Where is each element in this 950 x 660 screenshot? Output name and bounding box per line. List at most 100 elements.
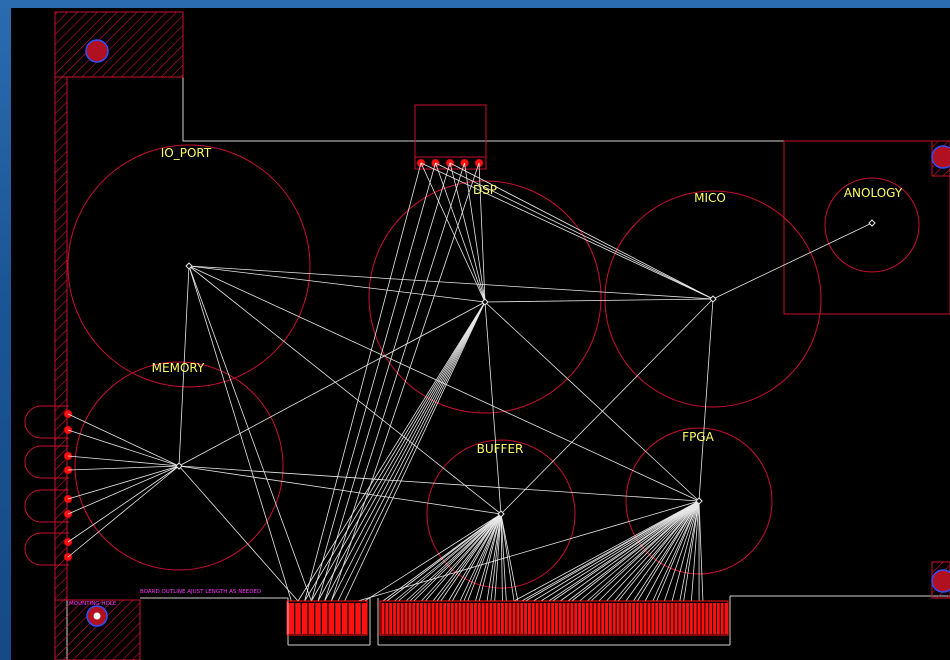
edge-pad[interactable] xyxy=(581,603,585,634)
edge-pad[interactable] xyxy=(396,603,400,634)
mounting-hole-right-top[interactable] xyxy=(931,145,950,169)
edge-pad[interactable] xyxy=(501,603,504,634)
edge-pad[interactable] xyxy=(612,603,616,634)
edge-pad[interactable] xyxy=(705,603,709,634)
edge-pad[interactable] xyxy=(423,603,427,634)
edge-pad[interactable] xyxy=(558,603,562,634)
edge-pad[interactable] xyxy=(601,603,605,634)
edge-pad[interactable] xyxy=(435,603,439,634)
edge-pad[interactable] xyxy=(635,603,639,634)
placement-circle-mico[interactable] xyxy=(604,190,822,408)
edge-pad[interactable] xyxy=(385,603,389,634)
edge-pad[interactable] xyxy=(724,603,728,634)
edge-pad[interactable] xyxy=(701,603,705,634)
edge-pad[interactable] xyxy=(597,603,601,634)
edge-pad[interactable] xyxy=(361,603,368,634)
edge-pad[interactable] xyxy=(389,603,393,634)
edge-pad[interactable] xyxy=(570,603,574,634)
edge-pad[interactable] xyxy=(647,603,651,634)
edge-pad[interactable] xyxy=(493,603,497,634)
edge-pad[interactable] xyxy=(659,603,662,634)
edge-pad[interactable] xyxy=(605,603,608,634)
edge-pad[interactable] xyxy=(470,603,474,634)
edge-pad[interactable] xyxy=(481,603,485,634)
edge-pad[interactable] xyxy=(450,603,454,634)
edge-pad[interactable] xyxy=(674,603,678,634)
edge-pad[interactable] xyxy=(543,603,547,634)
edge-pad[interactable] xyxy=(454,603,458,634)
edge-pad[interactable] xyxy=(716,603,720,634)
edge-pad[interactable] xyxy=(508,603,512,634)
edge-pad[interactable] xyxy=(348,603,355,634)
edge-pad[interactable] xyxy=(404,603,408,634)
edge-pad[interactable] xyxy=(355,603,361,634)
edge-pad[interactable] xyxy=(447,603,450,634)
edge-pad[interactable] xyxy=(632,603,635,634)
edge-pad[interactable] xyxy=(686,603,689,634)
component-origin-marker[interactable] xyxy=(695,497,703,505)
pcb-canvas[interactable]: IO_PORT DSP MICO ANOLOGY MEMORY BUFFER F… xyxy=(11,8,950,660)
edge-pad[interactable] xyxy=(670,603,674,634)
edge-pad[interactable] xyxy=(585,603,589,634)
edge-pad[interactable] xyxy=(547,603,551,634)
edge-pad[interactable] xyxy=(662,603,666,634)
edge-pad[interactable] xyxy=(720,603,724,634)
mounting-hole-top-left[interactable] xyxy=(85,39,109,63)
edge-pad[interactable] xyxy=(458,603,462,634)
component-origin-marker[interactable] xyxy=(868,219,876,227)
edge-pad[interactable] xyxy=(431,603,435,634)
edge-pad[interactable] xyxy=(693,603,697,634)
edge-pad[interactable] xyxy=(620,603,624,634)
edge-pad[interactable] xyxy=(443,603,447,634)
edge-pad[interactable] xyxy=(295,603,301,634)
component-origin-marker[interactable] xyxy=(481,298,489,306)
edge-pad[interactable] xyxy=(651,603,655,634)
edge-pad[interactable] xyxy=(474,603,477,634)
edge-pad[interactable] xyxy=(520,603,524,634)
edge-pad[interactable] xyxy=(524,603,528,634)
edge-pad[interactable] xyxy=(528,603,531,634)
edge-pad[interactable] xyxy=(308,603,315,634)
edge-pad[interactable] xyxy=(655,603,659,634)
edge-pad[interactable] xyxy=(485,603,489,634)
edge-pad[interactable] xyxy=(593,603,597,634)
edge-pad[interactable] xyxy=(643,603,647,634)
edge-pad[interactable] xyxy=(288,603,295,634)
edge-pad[interactable] xyxy=(574,603,578,634)
edge-pad[interactable] xyxy=(531,603,535,634)
edge-pad[interactable] xyxy=(341,603,348,634)
component-origin-marker[interactable] xyxy=(709,295,717,303)
edge-pad[interactable] xyxy=(697,603,701,634)
edge-pad[interactable] xyxy=(578,603,581,634)
edge-pad[interactable] xyxy=(321,603,328,634)
component-origin-marker[interactable] xyxy=(497,510,505,518)
edge-pad[interactable] xyxy=(551,603,554,634)
edge-pad[interactable] xyxy=(624,603,628,634)
edge-pad[interactable] xyxy=(562,603,566,634)
edge-pad[interactable] xyxy=(539,603,543,634)
edge-pad[interactable] xyxy=(315,603,321,634)
edge-pad[interactable] xyxy=(713,603,716,634)
edge-pad[interactable] xyxy=(301,603,308,634)
edge-pad[interactable] xyxy=(412,603,416,634)
edge-pad[interactable] xyxy=(504,603,508,634)
edge-pad[interactable] xyxy=(512,603,516,634)
edge-pad[interactable] xyxy=(439,603,443,634)
edge-pad[interactable] xyxy=(408,603,412,634)
edge-pad[interactable] xyxy=(566,603,570,634)
placement-circle-anology[interactable] xyxy=(824,177,920,273)
edge-pad[interactable] xyxy=(589,603,593,634)
edge-pad[interactable] xyxy=(666,603,670,634)
edge-pad[interactable] xyxy=(400,603,404,634)
component-origin-marker[interactable] xyxy=(175,462,183,470)
edge-pad[interactable] xyxy=(616,603,620,634)
edge-pad[interactable] xyxy=(689,603,693,634)
edge-pad[interactable] xyxy=(477,603,481,634)
edge-pad[interactable] xyxy=(535,603,539,634)
edge-pad[interactable] xyxy=(489,603,493,634)
edge-connector[interactable] xyxy=(286,600,729,636)
edge-pad[interactable] xyxy=(678,603,682,634)
placement-circle-memory[interactable] xyxy=(74,361,284,571)
edge-pad[interactable] xyxy=(497,603,501,634)
edge-pad[interactable] xyxy=(381,603,385,634)
